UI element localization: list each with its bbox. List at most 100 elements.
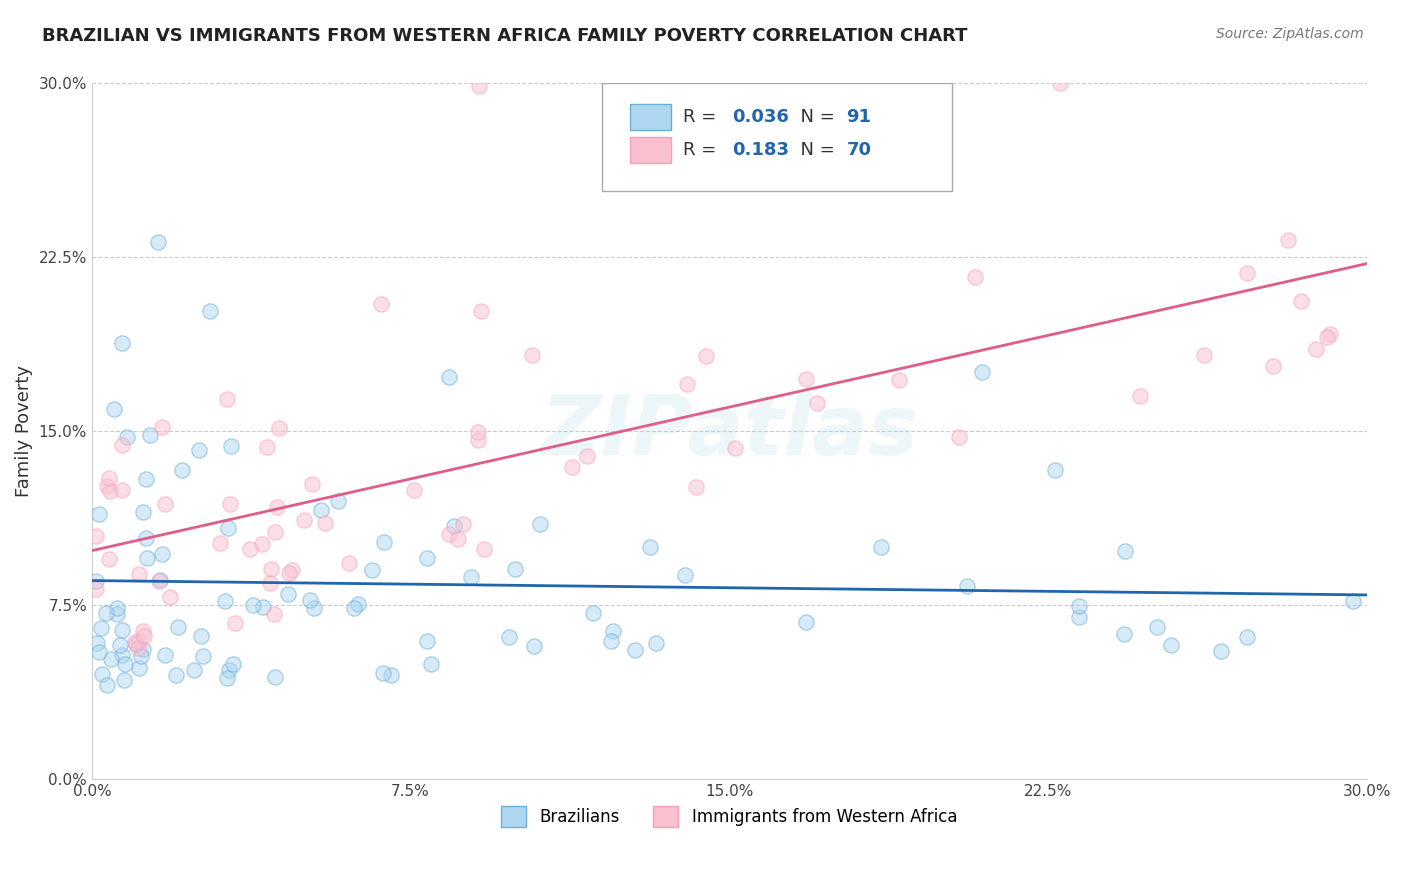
- Point: [135, 472, 157, 486]
- Point: [90, 621, 112, 635]
- Point: [470, 304, 492, 318]
- Point: [505, 562, 527, 576]
- Point: [1277, 233, 1299, 247]
- Point: [695, 350, 717, 364]
- Point: [1069, 599, 1091, 613]
- Point: [86, 636, 108, 650]
- Point: [1319, 327, 1341, 342]
- Point: [948, 430, 970, 444]
- Point: [111, 648, 134, 663]
- Point: [94, 606, 117, 620]
- Point: [600, 633, 623, 648]
- Point: [685, 480, 707, 494]
- Point: [467, 433, 489, 447]
- Text: 70: 70: [846, 141, 872, 159]
- Point: [198, 303, 221, 318]
- Text: 0.183: 0.183: [733, 141, 789, 159]
- Point: [217, 392, 239, 406]
- Point: [337, 556, 360, 570]
- Point: [111, 335, 134, 350]
- Point: [218, 497, 240, 511]
- Point: [373, 534, 395, 549]
- FancyBboxPatch shape: [630, 137, 671, 163]
- Point: [277, 566, 299, 581]
- Point: [277, 587, 299, 601]
- Point: [84, 582, 107, 597]
- Point: [214, 594, 236, 608]
- FancyBboxPatch shape: [602, 84, 952, 191]
- Point: [1289, 293, 1312, 308]
- Point: [108, 639, 131, 653]
- Point: [84, 529, 107, 543]
- Point: [724, 441, 747, 455]
- Point: [371, 666, 394, 681]
- Point: [1160, 638, 1182, 652]
- Point: [659, 169, 682, 183]
- Point: [146, 235, 169, 249]
- Point: [446, 532, 468, 546]
- Point: [889, 373, 911, 387]
- Point: [380, 667, 402, 681]
- Point: [870, 540, 893, 554]
- Point: [467, 425, 489, 439]
- Point: [437, 527, 460, 541]
- Point: [131, 624, 153, 638]
- Point: [314, 516, 336, 531]
- Point: [127, 640, 149, 655]
- Point: [252, 537, 274, 551]
- Point: [218, 663, 240, 677]
- Point: [309, 502, 332, 516]
- Point: [103, 401, 125, 416]
- Point: [165, 668, 187, 682]
- Point: [467, 78, 489, 93]
- Point: [217, 671, 239, 685]
- Point: [111, 623, 134, 637]
- Point: [150, 547, 173, 561]
- Point: [136, 550, 159, 565]
- Point: [451, 516, 474, 531]
- Text: ZIPatlas: ZIPatlas: [540, 391, 918, 472]
- Point: [124, 635, 146, 649]
- Point: [135, 531, 157, 545]
- Point: [806, 396, 828, 410]
- Point: [129, 648, 152, 663]
- Point: [128, 633, 150, 648]
- Point: [1261, 359, 1284, 373]
- Point: [1146, 619, 1168, 633]
- Point: [281, 563, 304, 577]
- Point: [955, 578, 977, 592]
- Point: [125, 637, 148, 651]
- Point: [219, 439, 242, 453]
- Point: [239, 541, 262, 556]
- Point: [183, 663, 205, 677]
- Point: [523, 639, 546, 653]
- Point: [1114, 544, 1136, 558]
- Point: [264, 670, 287, 684]
- Point: [153, 497, 176, 511]
- Point: [149, 573, 172, 587]
- Point: [520, 348, 543, 362]
- Point: [673, 568, 696, 582]
- Point: [98, 484, 121, 499]
- Point: [638, 541, 661, 555]
- Point: [472, 542, 495, 557]
- Point: [1129, 389, 1152, 403]
- Point: [1067, 609, 1090, 624]
- Point: [148, 574, 170, 588]
- Point: [172, 462, 194, 476]
- Point: [264, 525, 287, 540]
- Point: [150, 419, 173, 434]
- Point: [1112, 627, 1135, 641]
- Point: [87, 507, 110, 521]
- Point: [111, 483, 134, 497]
- Point: [139, 428, 162, 442]
- Point: [420, 657, 443, 671]
- Point: [623, 643, 645, 657]
- Point: [132, 642, 155, 657]
- Point: [87, 645, 110, 659]
- Point: [114, 657, 136, 671]
- Point: [1236, 630, 1258, 644]
- Point: [97, 552, 120, 566]
- Point: [343, 601, 366, 615]
- Point: [1305, 342, 1327, 356]
